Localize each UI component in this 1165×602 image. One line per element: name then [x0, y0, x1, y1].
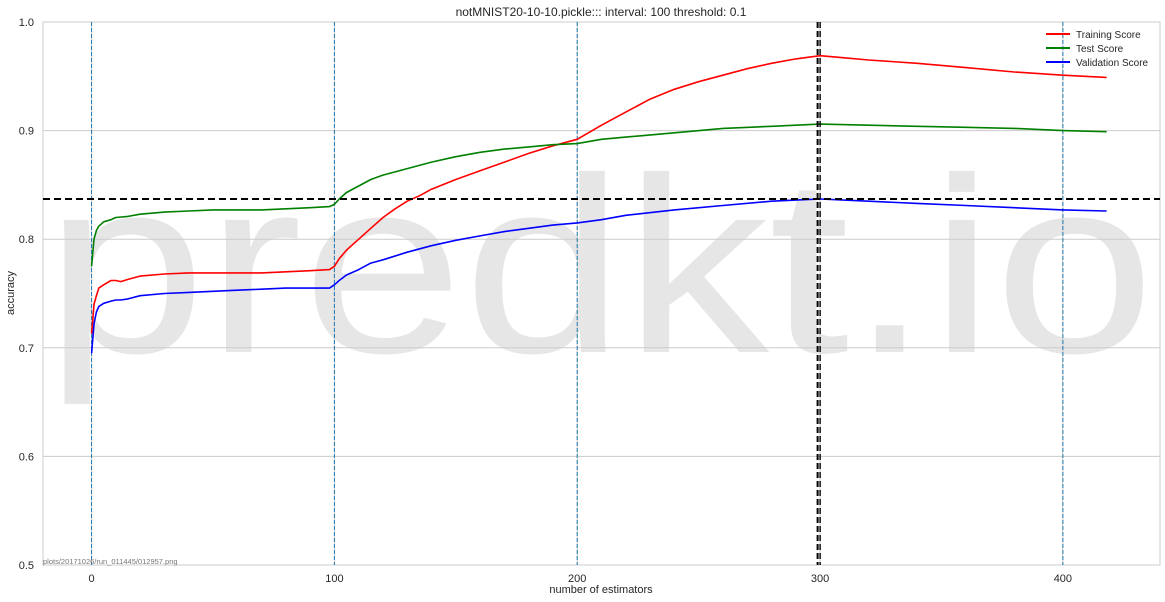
y-tick-label: 1.0	[19, 17, 34, 29]
series-line-validation-score	[90, 198, 1107, 354]
watermark-text: predkt.io	[45, 126, 1155, 405]
footer-note: plots/20171026/run_011445/012957.png	[43, 557, 178, 566]
y-tick-label: 0.8	[19, 234, 34, 246]
legend-label: Training Score	[1076, 30, 1141, 41]
best-score-markers	[43, 22, 1160, 565]
chart-title: notMNIST20-10-10.pickle::: interval: 100…	[456, 5, 747, 19]
x-axis-label: number of estimators	[549, 584, 653, 596]
y-tick-label: 0.6	[19, 451, 34, 463]
interval-lines	[91, 22, 1064, 565]
x-tick-label: 100	[325, 573, 343, 585]
legend-label: Validation Score	[1076, 58, 1149, 69]
y-axis-label: accuracy	[5, 270, 17, 315]
tick-labels: 0.5 0.6 0.7 0.8 0.9 1.0 0 100 200 300 400	[19, 17, 1072, 585]
legend: Training Score Test Score Validation Score	[1046, 30, 1149, 69]
watermark: predkt.io	[45, 126, 1155, 405]
x-tick-label: 200	[568, 573, 586, 585]
x-tick-label: 400	[1054, 573, 1072, 585]
legend-label: Test Score	[1076, 44, 1124, 55]
series-line-training-score	[90, 54, 1107, 334]
x-tick-label: 300	[811, 573, 829, 585]
y-tick-label: 0.7	[19, 343, 34, 355]
y-tick-label: 0.9	[19, 126, 34, 138]
y-tick-label: 0.5	[19, 560, 34, 572]
series-lines	[90, 54, 1107, 354]
x-tick-label: 0	[89, 573, 95, 585]
series-line-test-score	[90, 123, 1107, 267]
